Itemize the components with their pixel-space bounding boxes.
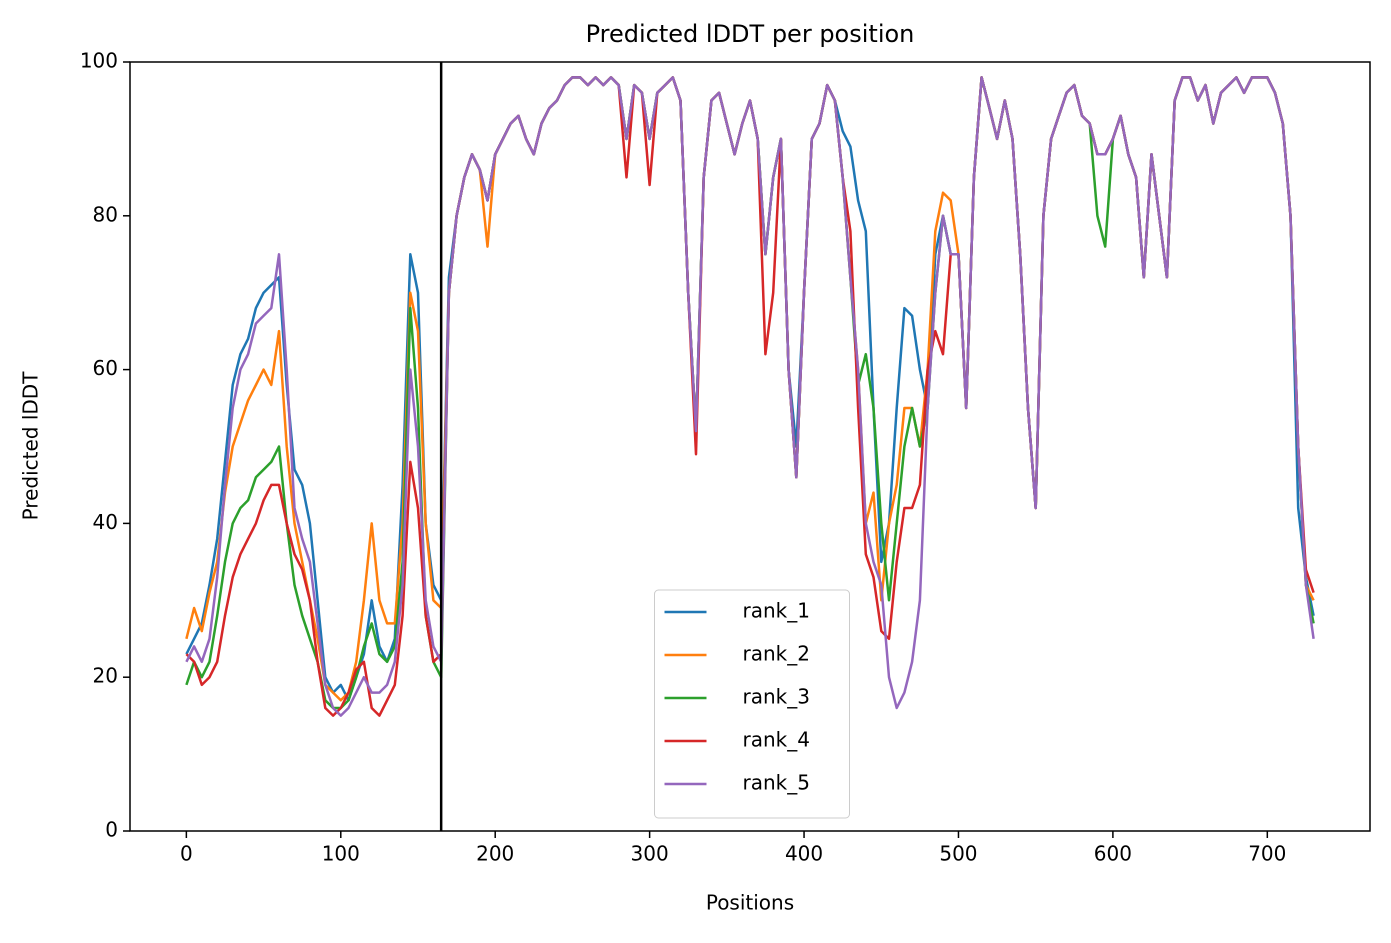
y-tick-label: 20 xyxy=(93,664,118,688)
legend-label: rank_3 xyxy=(743,685,810,709)
x-axis-label: Positions xyxy=(706,891,794,915)
x-tick-label: 600 xyxy=(1094,842,1132,866)
x-tick-label: 0 xyxy=(180,842,193,866)
chart-title: Predicted lDDT per position xyxy=(586,20,915,48)
line-series xyxy=(185,76,1315,717)
x-tick-label: 200 xyxy=(476,842,514,866)
x-tick-label: 700 xyxy=(1248,842,1286,866)
y-tick-label: 80 xyxy=(93,202,118,226)
x-tick-label: 100 xyxy=(322,842,360,866)
y-tick-label: 100 xyxy=(80,49,118,73)
y-tick-label: 40 xyxy=(93,510,118,534)
y-axis-label: Predicted lDDT xyxy=(19,371,43,521)
y-tick-label: 60 xyxy=(93,356,118,380)
legend-label: rank_1 xyxy=(743,599,810,623)
x-tick-label: 500 xyxy=(939,842,977,866)
legend-label: rank_4 xyxy=(743,728,810,752)
y-tick-label: 0 xyxy=(105,818,118,842)
x-tick-label: 300 xyxy=(631,842,669,866)
legend-label: rank_2 xyxy=(743,642,810,666)
legend-label: rank_5 xyxy=(743,771,810,795)
x-tick-label: 400 xyxy=(785,842,823,866)
plot-frame xyxy=(129,61,1371,832)
legend-box xyxy=(654,589,850,819)
